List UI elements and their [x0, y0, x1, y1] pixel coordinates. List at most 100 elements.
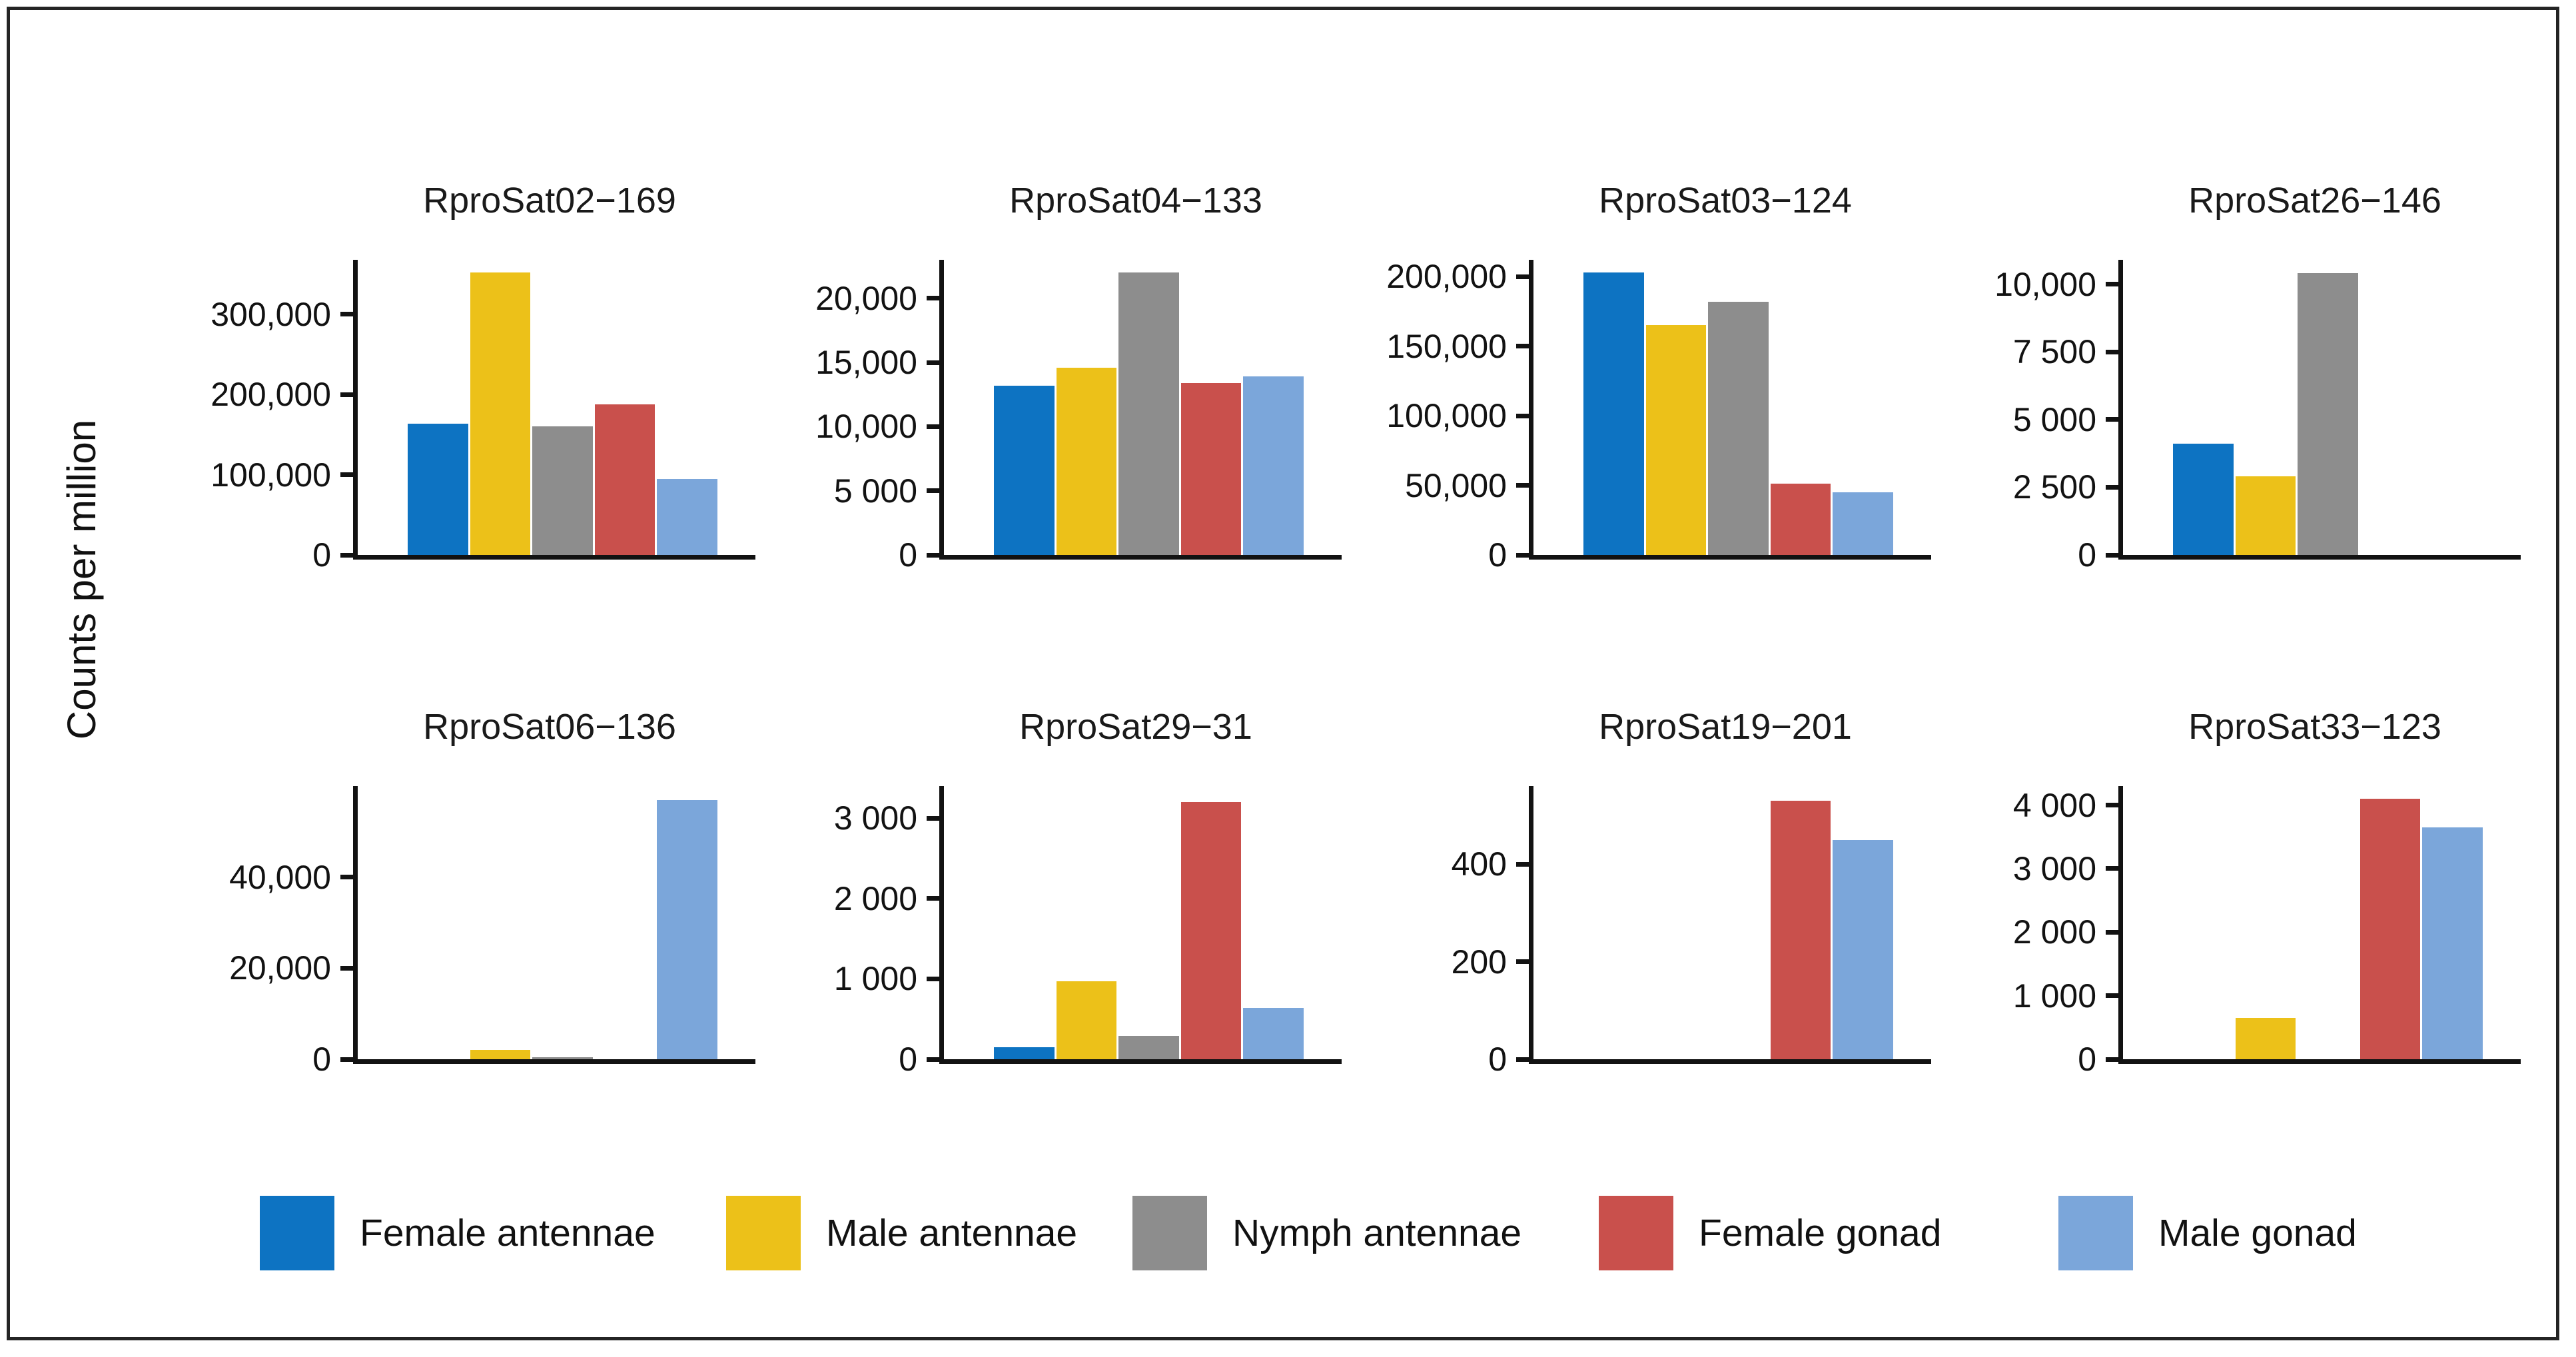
bar-male-gonad	[657, 799, 717, 1059]
subplot-title: RproSat26−146	[2188, 181, 2441, 221]
y-tick: 400	[1452, 845, 1533, 883]
y-tick-label: 200,000	[211, 376, 331, 414]
bars-group	[2173, 260, 2483, 555]
legend-item-female-antennae: Female antennae	[260, 1196, 655, 1270]
y-tick-mark	[2106, 929, 2123, 935]
y-axis-ticks: 300,000 200,000 100,000 0	[211, 260, 751, 574]
subplot-title: RproSat06−136	[423, 707, 676, 747]
y-tick: 10,000	[815, 407, 944, 446]
y-tick-mark	[2106, 417, 2123, 422]
y-tick-label: 400	[1451, 845, 1507, 883]
legend-item-male-antennae: Male antennae	[726, 1196, 1077, 1270]
x-axis-line	[939, 555, 1342, 560]
y-tick-label: 0	[1488, 536, 1507, 574]
y-tick: 0	[1488, 1040, 1533, 1079]
y-tick: 3 000	[2013, 849, 2123, 888]
y-tick: 300,000	[211, 295, 358, 334]
y-tick: 200,000	[1386, 257, 1533, 296]
y-tick-label: 2 500	[2012, 468, 2096, 506]
subplot-title: RproSat33−123	[2188, 707, 2441, 747]
bar-male-gonad	[2422, 827, 2483, 1059]
y-tick-mark	[927, 296, 944, 301]
x-axis-line	[1529, 1059, 1931, 1064]
bar-female-gonad	[1180, 382, 1242, 555]
y-tick-label: 4 000	[2012, 786, 2096, 824]
male-gonad-swatch-icon	[2058, 1196, 2133, 1270]
subplot-title: RproSat04−133	[1009, 181, 1262, 221]
y-tick: 0	[1488, 536, 1533, 574]
y-tick-mark	[340, 965, 358, 971]
nymph-antennae-swatch-icon	[1132, 1196, 1207, 1270]
y-tick: 200	[1452, 943, 1533, 981]
y-tick-label: 10,000	[815, 408, 917, 446]
plot-area: 20,000 15,000 10,000 5 000 0	[815, 260, 1342, 574]
plot-area: 10,000 7 500 5 000 2 500 0	[1994, 260, 2521, 574]
y-tick: 0	[312, 536, 358, 574]
bar-nymph-antennae	[1708, 301, 1769, 555]
bar-nymph-antennae	[1118, 1036, 1179, 1059]
y-tick-label: 0	[312, 536, 331, 574]
y-axis-ticks: 20,000 15,000 10,000 5 000 0	[815, 260, 1337, 574]
bar-female-gonad	[1770, 800, 1831, 1059]
bar-male-antennae	[470, 272, 531, 555]
y-tick: 15,000	[815, 343, 944, 382]
y-tick-label: 3 000	[2012, 849, 2096, 887]
y-tick-label: 100,000	[211, 456, 331, 494]
x-axis-line	[1529, 555, 1931, 560]
bar-nymph-antennae	[2298, 273, 2358, 555]
bar-male-antennae	[1056, 367, 1117, 555]
y-tick-mark	[927, 976, 944, 981]
bar-male-antennae	[2235, 1018, 2296, 1059]
plot-area: 4 000 3 000 2 000 1 000 0	[2013, 786, 2521, 1078]
y-tick-label: 5 000	[833, 472, 917, 510]
bars-group	[1583, 260, 1893, 555]
bar-female-antennae	[2173, 444, 2234, 555]
y-tick-label: 5 000	[2012, 400, 2096, 438]
x-axis-line	[939, 1059, 1342, 1064]
y-tick-mark	[340, 875, 358, 880]
bar-male-antennae	[1056, 981, 1117, 1059]
y-tick-mark	[1516, 413, 1533, 418]
y-tick-mark	[1516, 483, 1533, 488]
bar-nymph-antennae	[532, 426, 593, 555]
y-tick: 50,000	[1405, 466, 1533, 505]
y-tick-label: 10,000	[1994, 265, 2096, 303]
bars-group	[1583, 786, 1893, 1059]
y-tick-label: 150,000	[1386, 327, 1507, 365]
bar-male-gonad	[657, 478, 717, 555]
bars-group	[408, 786, 717, 1059]
y-tick: 2 000	[834, 879, 944, 918]
y-tick-label: 2 000	[833, 879, 917, 917]
plot-area: 300,000 200,000 100,000 0	[211, 260, 755, 574]
y-tick-mark	[340, 472, 358, 478]
x-axis-line	[353, 555, 755, 560]
y-tick-label: 2 000	[2012, 913, 2096, 951]
y-tick-label: 0	[2078, 536, 2096, 574]
y-tick-mark	[2106, 866, 2123, 871]
x-axis-line	[353, 1059, 755, 1064]
y-axis-ticks: 10,000 7 500 5 000 2 500 0	[1994, 260, 2516, 574]
figure-border	[7, 7, 2559, 1340]
y-tick-mark	[927, 488, 944, 494]
bar-female-antennae	[994, 1047, 1055, 1059]
bar-male-antennae	[470, 1050, 531, 1059]
y-tick-mark	[1516, 959, 1533, 965]
y-axis-label: Counts per million	[59, 419, 104, 740]
y-tick: 100,000	[1386, 396, 1533, 435]
y-tick: 1 000	[834, 959, 944, 998]
legend-label: Male antennae	[826, 1212, 1078, 1254]
y-tick-label: 1 000	[833, 960, 917, 998]
y-tick: 7 500	[2013, 332, 2123, 371]
y-tick-mark	[927, 1057, 944, 1062]
x-axis-line	[2118, 1059, 2521, 1064]
male-antennae-swatch-icon	[726, 1196, 801, 1270]
y-tick: 5 000	[834, 472, 944, 510]
legend-label: Male gonad	[2158, 1212, 2357, 1254]
y-tick: 150,000	[1386, 327, 1533, 366]
bar-nymph-antennae	[1118, 272, 1179, 555]
y-tick-mark	[927, 360, 944, 365]
y-tick-mark	[927, 424, 944, 429]
y-tick-label: 40,000	[229, 858, 331, 896]
bars-group	[2173, 786, 2483, 1059]
y-axis-ticks: 3 000 2 000 1 000 0	[834, 786, 1337, 1078]
